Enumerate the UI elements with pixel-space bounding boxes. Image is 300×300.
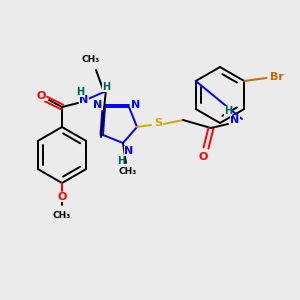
Text: O: O — [57, 192, 67, 202]
Text: N: N — [131, 100, 141, 110]
Text: H: H — [102, 82, 110, 92]
Text: N: N — [230, 115, 240, 125]
Text: CH₃: CH₃ — [53, 212, 71, 220]
Text: CH₃: CH₃ — [82, 56, 100, 64]
Text: O: O — [198, 152, 208, 162]
Text: N: N — [93, 100, 103, 110]
Text: N: N — [124, 146, 134, 156]
Text: O: O — [36, 91, 46, 101]
Text: H: H — [76, 87, 84, 97]
Text: Br: Br — [270, 72, 284, 82]
Text: N: N — [80, 95, 88, 105]
Text: S: S — [154, 118, 162, 128]
Text: CH₃: CH₃ — [119, 167, 137, 176]
Text: H: H — [117, 156, 125, 166]
Text: H: H — [224, 106, 232, 116]
